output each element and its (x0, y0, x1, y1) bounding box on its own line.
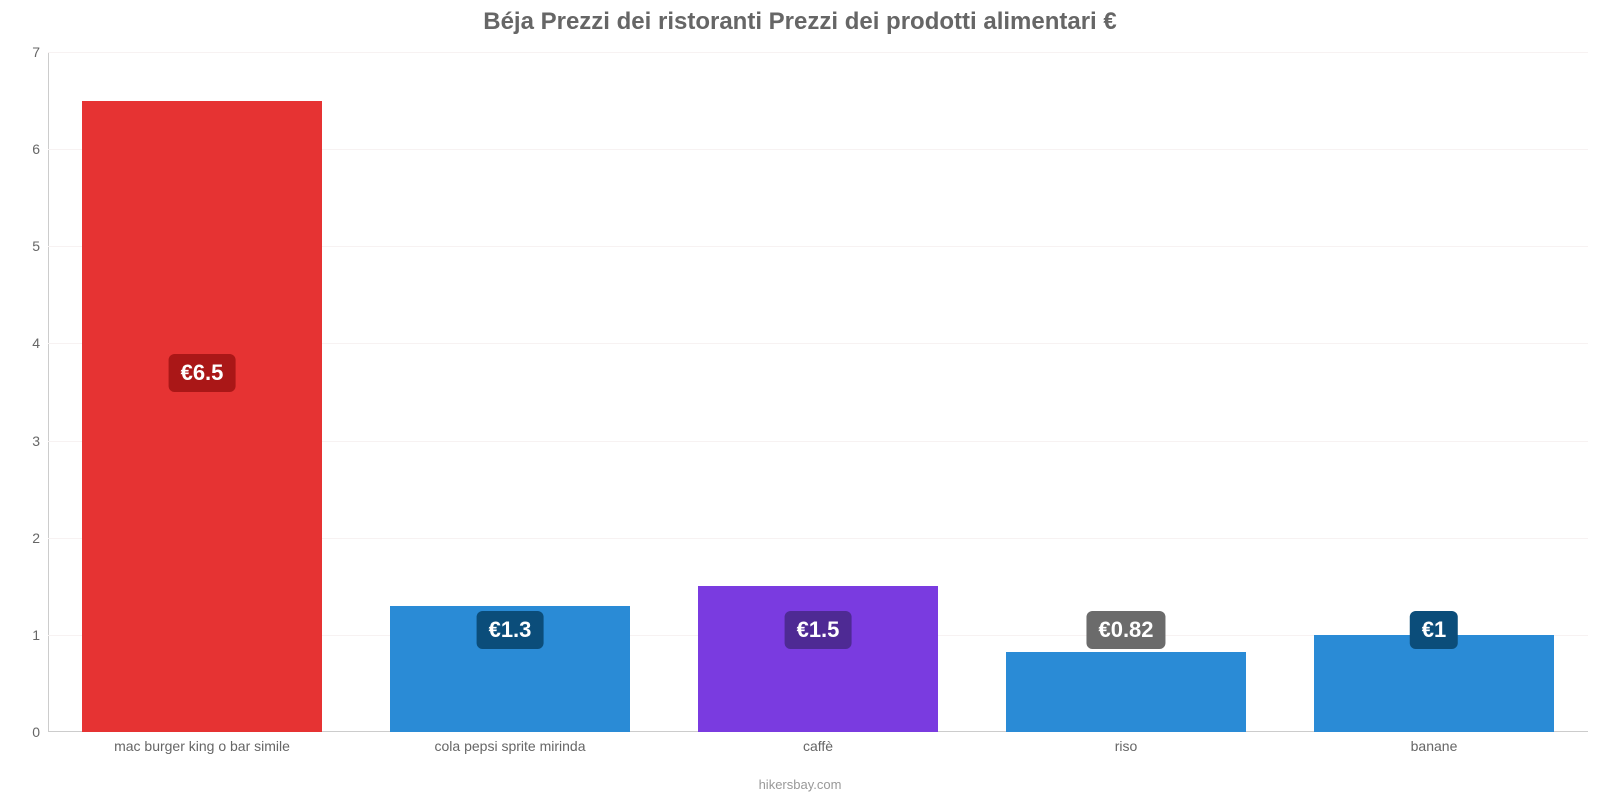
y-tick-label: 0 (32, 724, 48, 740)
value-badge: €1.5 (785, 611, 852, 649)
value-badge: €0.82 (1086, 611, 1165, 649)
y-tick-label: 4 (32, 335, 48, 351)
y-tick-label: 3 (32, 433, 48, 449)
value-badge: €1.3 (477, 611, 544, 649)
bar (82, 101, 322, 732)
value-badge: €1 (1410, 611, 1458, 649)
y-axis (48, 52, 49, 732)
x-tick-label: riso (1115, 732, 1138, 754)
x-tick-label: caffè (803, 732, 833, 754)
y-tick-label: 2 (32, 530, 48, 546)
bar (698, 586, 938, 732)
chart-title: Béja Prezzi dei ristoranti Prezzi dei pr… (0, 0, 1600, 36)
bar (1006, 652, 1246, 732)
y-tick-label: 5 (32, 238, 48, 254)
y-tick-label: 7 (32, 44, 48, 60)
x-tick-label: cola pepsi sprite mirinda (435, 732, 586, 754)
x-tick-label: banane (1411, 732, 1458, 754)
x-tick-label: mac burger king o bar simile (114, 732, 290, 754)
y-tick-label: 6 (32, 141, 48, 157)
gridline (48, 52, 1588, 53)
plot-area: 01234567€6.5mac burger king o bar simile… (48, 52, 1588, 732)
value-badge: €6.5 (169, 354, 236, 392)
chart-container: Béja Prezzi dei ristoranti Prezzi dei pr… (0, 0, 1600, 800)
source-label: hikersbay.com (759, 777, 842, 792)
bar (1314, 635, 1554, 732)
y-tick-label: 1 (32, 627, 48, 643)
